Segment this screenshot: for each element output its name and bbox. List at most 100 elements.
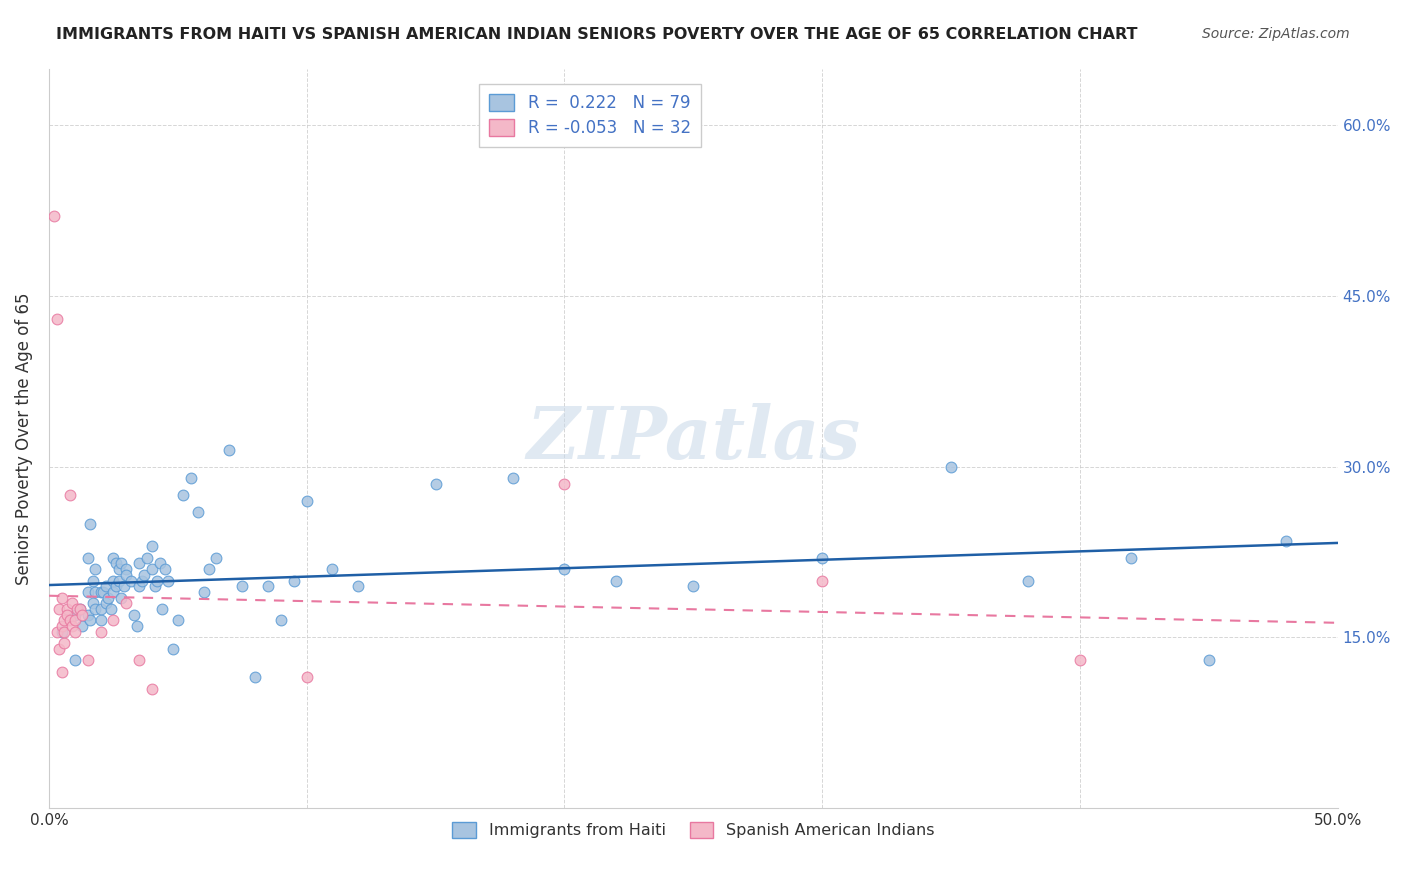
Point (172, 488, 194, 502)
Point (103, 574, 125, 588)
Text: Source: ZipAtlas.com: Source: ZipAtlas.com (1202, 27, 1350, 41)
Text: ZIPatlas: ZIPatlas (526, 403, 860, 474)
Point (76, 607, 98, 622)
Point (153, 562, 176, 576)
Point (1198, 653, 1220, 667)
Point (135, 550, 157, 565)
Point (197, 562, 219, 576)
Point (103, 550, 125, 565)
Point (257, 579, 280, 593)
Point (104, 557, 127, 571)
Point (128, 557, 150, 571)
Point (89, 585, 111, 599)
Point (76, 550, 98, 565)
Point (107, 562, 129, 576)
Point (82, 596, 104, 610)
Point (243, 670, 266, 684)
Point (134, 567, 156, 582)
Point (51, 665, 73, 679)
Point (58, 488, 80, 502)
Point (146, 574, 169, 588)
Point (110, 557, 132, 571)
Point (94, 596, 117, 610)
Point (187, 505, 209, 519)
Point (84, 562, 107, 576)
Point (56, 607, 79, 622)
Point (53, 636, 76, 650)
Point (56, 602, 79, 616)
Point (45, 311, 67, 326)
Point (605, 574, 627, 588)
Point (120, 574, 142, 588)
Point (811, 574, 834, 588)
Point (141, 562, 163, 576)
Point (283, 574, 305, 588)
Point (94, 579, 117, 593)
Point (231, 579, 253, 593)
Point (502, 471, 524, 485)
Point (149, 557, 172, 571)
Point (166, 613, 188, 627)
Point (84, 602, 107, 616)
Point (63, 624, 86, 639)
Point (53, 613, 76, 627)
Legend: Immigrants from Haiti, Spanish American Indians: Immigrants from Haiti, Spanish American … (446, 815, 941, 845)
Point (122, 607, 145, 622)
Point (682, 579, 704, 593)
Point (97, 591, 120, 605)
Point (347, 579, 370, 593)
Point (53, 624, 76, 639)
Point (72, 619, 94, 633)
Point (1121, 550, 1143, 565)
Point (51, 619, 73, 633)
Point (112, 579, 135, 593)
Point (425, 476, 447, 491)
Point (63, 653, 86, 667)
Point (110, 591, 132, 605)
Point (60, 596, 83, 610)
Point (104, 579, 127, 593)
Point (42, 210, 65, 224)
Point (63, 613, 86, 627)
Point (295, 494, 318, 508)
Point (162, 641, 184, 656)
Point (82, 574, 104, 588)
Point (91, 585, 114, 599)
Point (48, 641, 70, 656)
Point (939, 459, 962, 474)
Point (1275, 533, 1298, 548)
Point (811, 550, 834, 565)
Point (115, 567, 138, 582)
Point (69, 602, 91, 616)
Point (107, 574, 129, 588)
Point (76, 585, 98, 599)
Point (1069, 653, 1091, 667)
Point (143, 579, 166, 593)
Point (150, 602, 173, 616)
Point (89, 602, 111, 616)
Point (156, 574, 179, 588)
Point (128, 579, 150, 593)
Point (69, 602, 91, 616)
Point (205, 550, 228, 565)
Point (45, 624, 67, 639)
Point (193, 585, 215, 599)
Point (125, 619, 148, 633)
Point (553, 562, 575, 576)
Point (103, 585, 125, 599)
Point (1017, 574, 1039, 588)
Point (115, 596, 138, 610)
Point (51, 624, 73, 639)
Point (321, 562, 343, 576)
Point (63, 607, 86, 622)
Point (103, 613, 125, 627)
Point (60, 619, 83, 633)
Point (48, 602, 70, 616)
Point (79, 516, 101, 531)
Point (51, 591, 73, 605)
Point (553, 476, 575, 491)
Point (270, 613, 292, 627)
Text: IMMIGRANTS FROM HAITI VS SPANISH AMERICAN INDIAN SENIORS POVERTY OVER THE AGE OF: IMMIGRANTS FROM HAITI VS SPANISH AMERICA… (56, 27, 1137, 42)
Point (128, 653, 150, 667)
Point (66, 602, 89, 616)
